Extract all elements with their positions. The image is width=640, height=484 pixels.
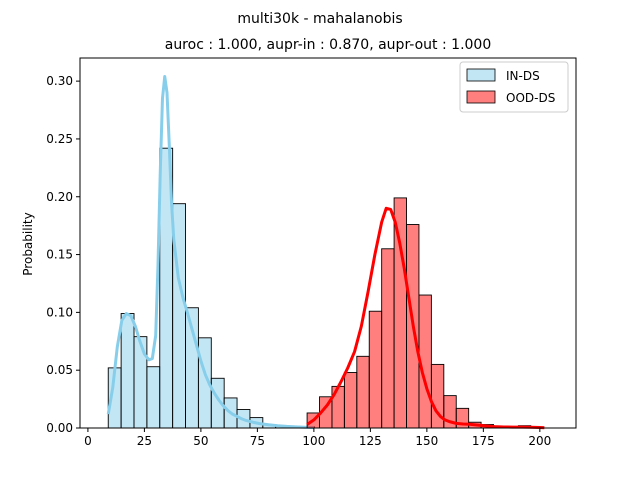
y-tick-label: 0.15 — [46, 248, 73, 262]
chart-title: multi30k - mahalanobis — [237, 11, 402, 27]
x-tick-label: 125 — [359, 434, 382, 448]
histogram-bar — [146, 366, 161, 429]
axes: 0 25 50 75 100 125 150 175 200 0.00 0.05 0.10 0.15 0.… — [46, 57, 577, 448]
x-tick-label: 175 — [472, 434, 495, 448]
y-axis-label: Probability — [21, 212, 35, 275]
histogram-bar — [120, 313, 135, 429]
legend: IN-DS OOD-DS — [459, 61, 569, 113]
histogram-bar — [368, 310, 383, 429]
series-ood-ds — [306, 197, 545, 430]
histogram-bar — [356, 355, 370, 429]
histogram-bar — [133, 336, 148, 429]
series-in-ds — [106, 75, 315, 430]
kde-curve-in-ds — [106, 75, 314, 430]
axes-frame — [79, 57, 577, 429]
x-tick-label: 25 — [137, 434, 152, 448]
x-tick-label: 150 — [415, 434, 438, 448]
y-tick-label: 0.20 — [46, 190, 73, 204]
chart-subtitle: auroc : 1.000, aupr-in : 0.870, aupr-out… — [165, 37, 492, 53]
histogram-bar — [381, 248, 395, 429]
y-tick-label: 0.00 — [46, 421, 73, 435]
plot-area — [106, 75, 545, 430]
y-tick-label: 0.05 — [46, 363, 73, 377]
x-tick-label: 75 — [250, 434, 265, 448]
legend-swatch-ood-ds — [466, 90, 496, 104]
x-tick-label: 200 — [528, 434, 551, 448]
y-tick-label: 0.10 — [46, 305, 73, 319]
legend-swatch-in-ds — [466, 68, 496, 82]
y-tick-label: 0.30 — [46, 74, 73, 88]
legend-label-in-ds: IN-DS — [506, 69, 540, 83]
x-tick-label: 50 — [193, 434, 208, 448]
x-tick-label: 0 — [84, 434, 92, 448]
x-tick-label: 100 — [302, 434, 325, 448]
y-tick-label: 0.25 — [46, 132, 73, 146]
histogram-bar — [343, 372, 358, 429]
legend-label-ood-ds: OOD-DS — [506, 91, 555, 105]
kde-curve-ood-ds — [306, 206, 545, 430]
